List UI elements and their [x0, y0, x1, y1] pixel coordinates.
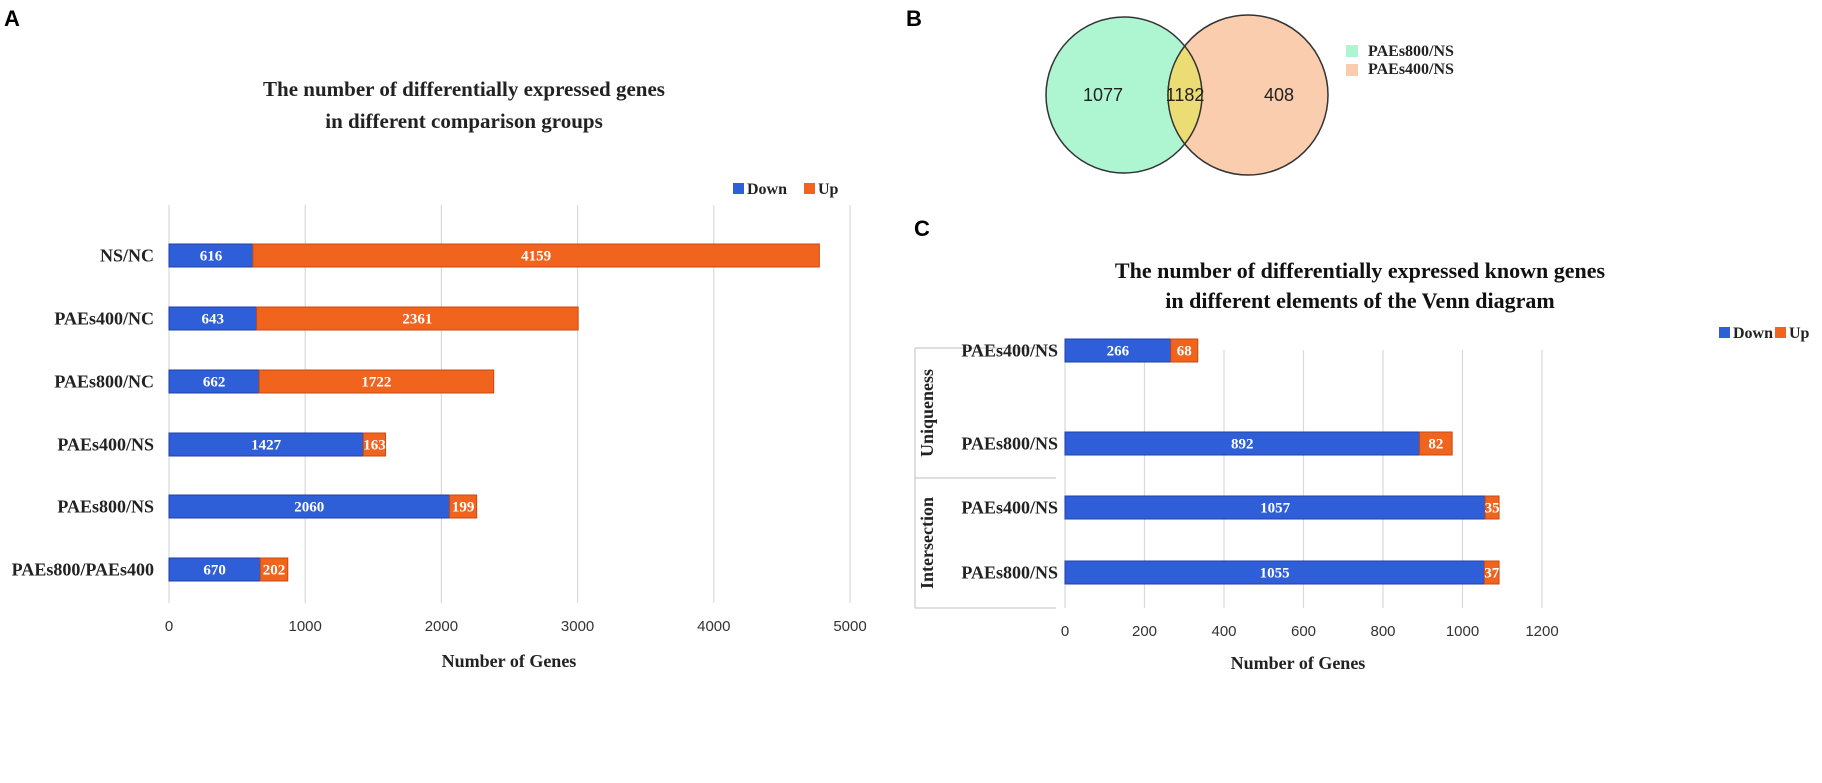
chart-c-x-tick-label: 1200 [1525, 623, 1558, 640]
chart-c-bar-up [1483, 560, 1500, 585]
chart-c-category-frame [914, 347, 1056, 609]
chart-c-data-label-up: 37 [1484, 566, 1500, 582]
chart-a: The number of differentially expressed g… [12, 77, 867, 671]
chart-c-bar-up [1484, 495, 1500, 520]
chart-c-category-label: PAEs800/NS [961, 563, 1058, 583]
panel-c-letter: C [914, 216, 930, 241]
chart-a-data-label-down: 662 [203, 375, 226, 391]
venn-legend-paes400-label: PAEs400/NS [1368, 61, 1454, 78]
chart-a-data-label-up: 163 [363, 438, 386, 454]
chart-c-x-tick-label: 200 [1132, 623, 1157, 640]
chart-a-category-label: PAEs400/NC [54, 309, 154, 329]
chart-a-bar-up [256, 306, 579, 331]
chart-c-data-label-down: 892 [1231, 437, 1254, 453]
chart-c-legend-down-swatch [1719, 327, 1730, 338]
panel-b-letter: B [906, 6, 922, 31]
venn-legend-paes800-label: PAEs800/NS [1368, 43, 1454, 60]
chart-a-title-line-1: The number of differentially expressed g… [263, 77, 665, 101]
chart-a-legend: Down Up [733, 181, 839, 198]
chart-a-x-tick-label: 3000 [561, 618, 594, 635]
chart-c-data-label-up: 68 [1177, 344, 1192, 360]
chart-a-data-label-up: 199 [452, 500, 475, 516]
chart-c-legend: Down Up [1719, 325, 1810, 342]
chart-a-data-label-up: 4159 [521, 249, 551, 265]
chart-a-legend-down-swatch [733, 183, 744, 194]
venn-only-paes800-count: 1077 [1083, 85, 1123, 105]
chart-a-category-label: PAEs800/NC [54, 372, 154, 392]
chart-c-legend-up-swatch [1775, 327, 1786, 338]
chart-a-data-label-up: 1722 [361, 375, 391, 391]
chart-c-data-label-down: 1055 [1260, 566, 1290, 582]
venn-only-paes400-count: 408 [1264, 85, 1294, 105]
chart-a-data-label-up: 202 [263, 563, 286, 579]
chart-c-x-tick-label: 0 [1061, 623, 1069, 640]
chart-c-x-axis-label: Number of Genes [1231, 653, 1366, 673]
chart-a-legend-up-label: Up [818, 181, 839, 198]
chart-a-data-label-down: 670 [203, 563, 226, 579]
venn-overlap-count: 1182 [1166, 85, 1205, 105]
chart-c-group-intersection: Intersection [917, 497, 937, 589]
chart-a-category-label: PAEs800/NS [57, 497, 154, 517]
chart-b-venn: 1077 1182 408 PAEs800/NS PAEs400/NS [1045, 14, 1454, 176]
chart-a-category-label: PAEs400/NS [57, 435, 154, 455]
chart-a-title-line-2: in different comparison groups [325, 109, 603, 133]
chart-c-data-label-up: 82 [1428, 437, 1443, 453]
chart-a-x-tick-label: 0 [165, 618, 173, 635]
chart-a-x-tick-label: 1000 [289, 618, 322, 635]
chart-a-bar-up [258, 369, 495, 394]
venn-legend: PAEs800/NS PAEs400/NS [1346, 43, 1454, 78]
chart-a-x-tick-label: 2000 [425, 618, 458, 635]
chart-c-title-line-2: in different elements of the Venn diagra… [1165, 288, 1554, 313]
chart-a-legend-down-label: Down [747, 181, 787, 198]
chart-a-x-tick-label: 5000 [833, 618, 866, 635]
chart-a-bar-up [252, 243, 820, 268]
chart-c-data-label-up: 35 [1485, 501, 1500, 517]
chart-a-data-label-down: 2060 [294, 500, 324, 516]
chart-c-bar-up [1170, 338, 1199, 363]
chart-a-legend-up-swatch [804, 183, 815, 194]
chart-c-group-uniqueness: Uniqueness [917, 369, 937, 457]
chart-a-x-tick-label: 4000 [697, 618, 730, 635]
chart-a-x-axis-label: Number of Genes [442, 651, 577, 671]
chart-a-bar-up [449, 494, 478, 519]
chart-c-x-tick-label: 800 [1370, 623, 1395, 640]
chart-a-data-label-down: 643 [202, 312, 225, 328]
chart-a-bar-up [259, 557, 289, 582]
chart-c-data-label-down: 266 [1107, 344, 1130, 360]
chart-a-bar-up [362, 432, 387, 457]
chart-c-legend-down-label: Down [1733, 325, 1773, 342]
chart-c-x-tick-label: 1000 [1446, 623, 1479, 640]
chart-c-x-tick-label: 600 [1291, 623, 1316, 640]
chart-c-data-label-down: 1057 [1260, 501, 1291, 517]
chart-c-category-label: PAEs400/NS [961, 341, 1058, 361]
chart-c-x-tick-label: 400 [1211, 623, 1236, 640]
chart-c-legend-up-label: Up [1789, 325, 1810, 342]
chart-c: The number of differentially expressed k… [914, 258, 1810, 673]
chart-c-category-label: PAEs800/NS [961, 434, 1058, 454]
chart-a-category-label: PAEs800/PAEs400 [12, 560, 154, 580]
chart-c-category-label: PAEs400/NS [961, 498, 1058, 518]
chart-a-data-label-up: 2361 [402, 312, 432, 328]
venn-overlap-region [1167, 44, 1203, 146]
venn-legend-paes800-swatch [1346, 45, 1358, 57]
chart-a-category-label: NS/NC [100, 246, 154, 266]
chart-c-bar-up [1419, 431, 1453, 456]
panel-a-letter: A [4, 6, 20, 31]
chart-c-title-line-1: The number of differentially expressed k… [1115, 258, 1606, 283]
chart-a-data-label-down: 616 [200, 249, 223, 265]
chart-a-data-label-down: 1427 [251, 438, 282, 454]
venn-legend-paes400-swatch [1346, 64, 1358, 76]
